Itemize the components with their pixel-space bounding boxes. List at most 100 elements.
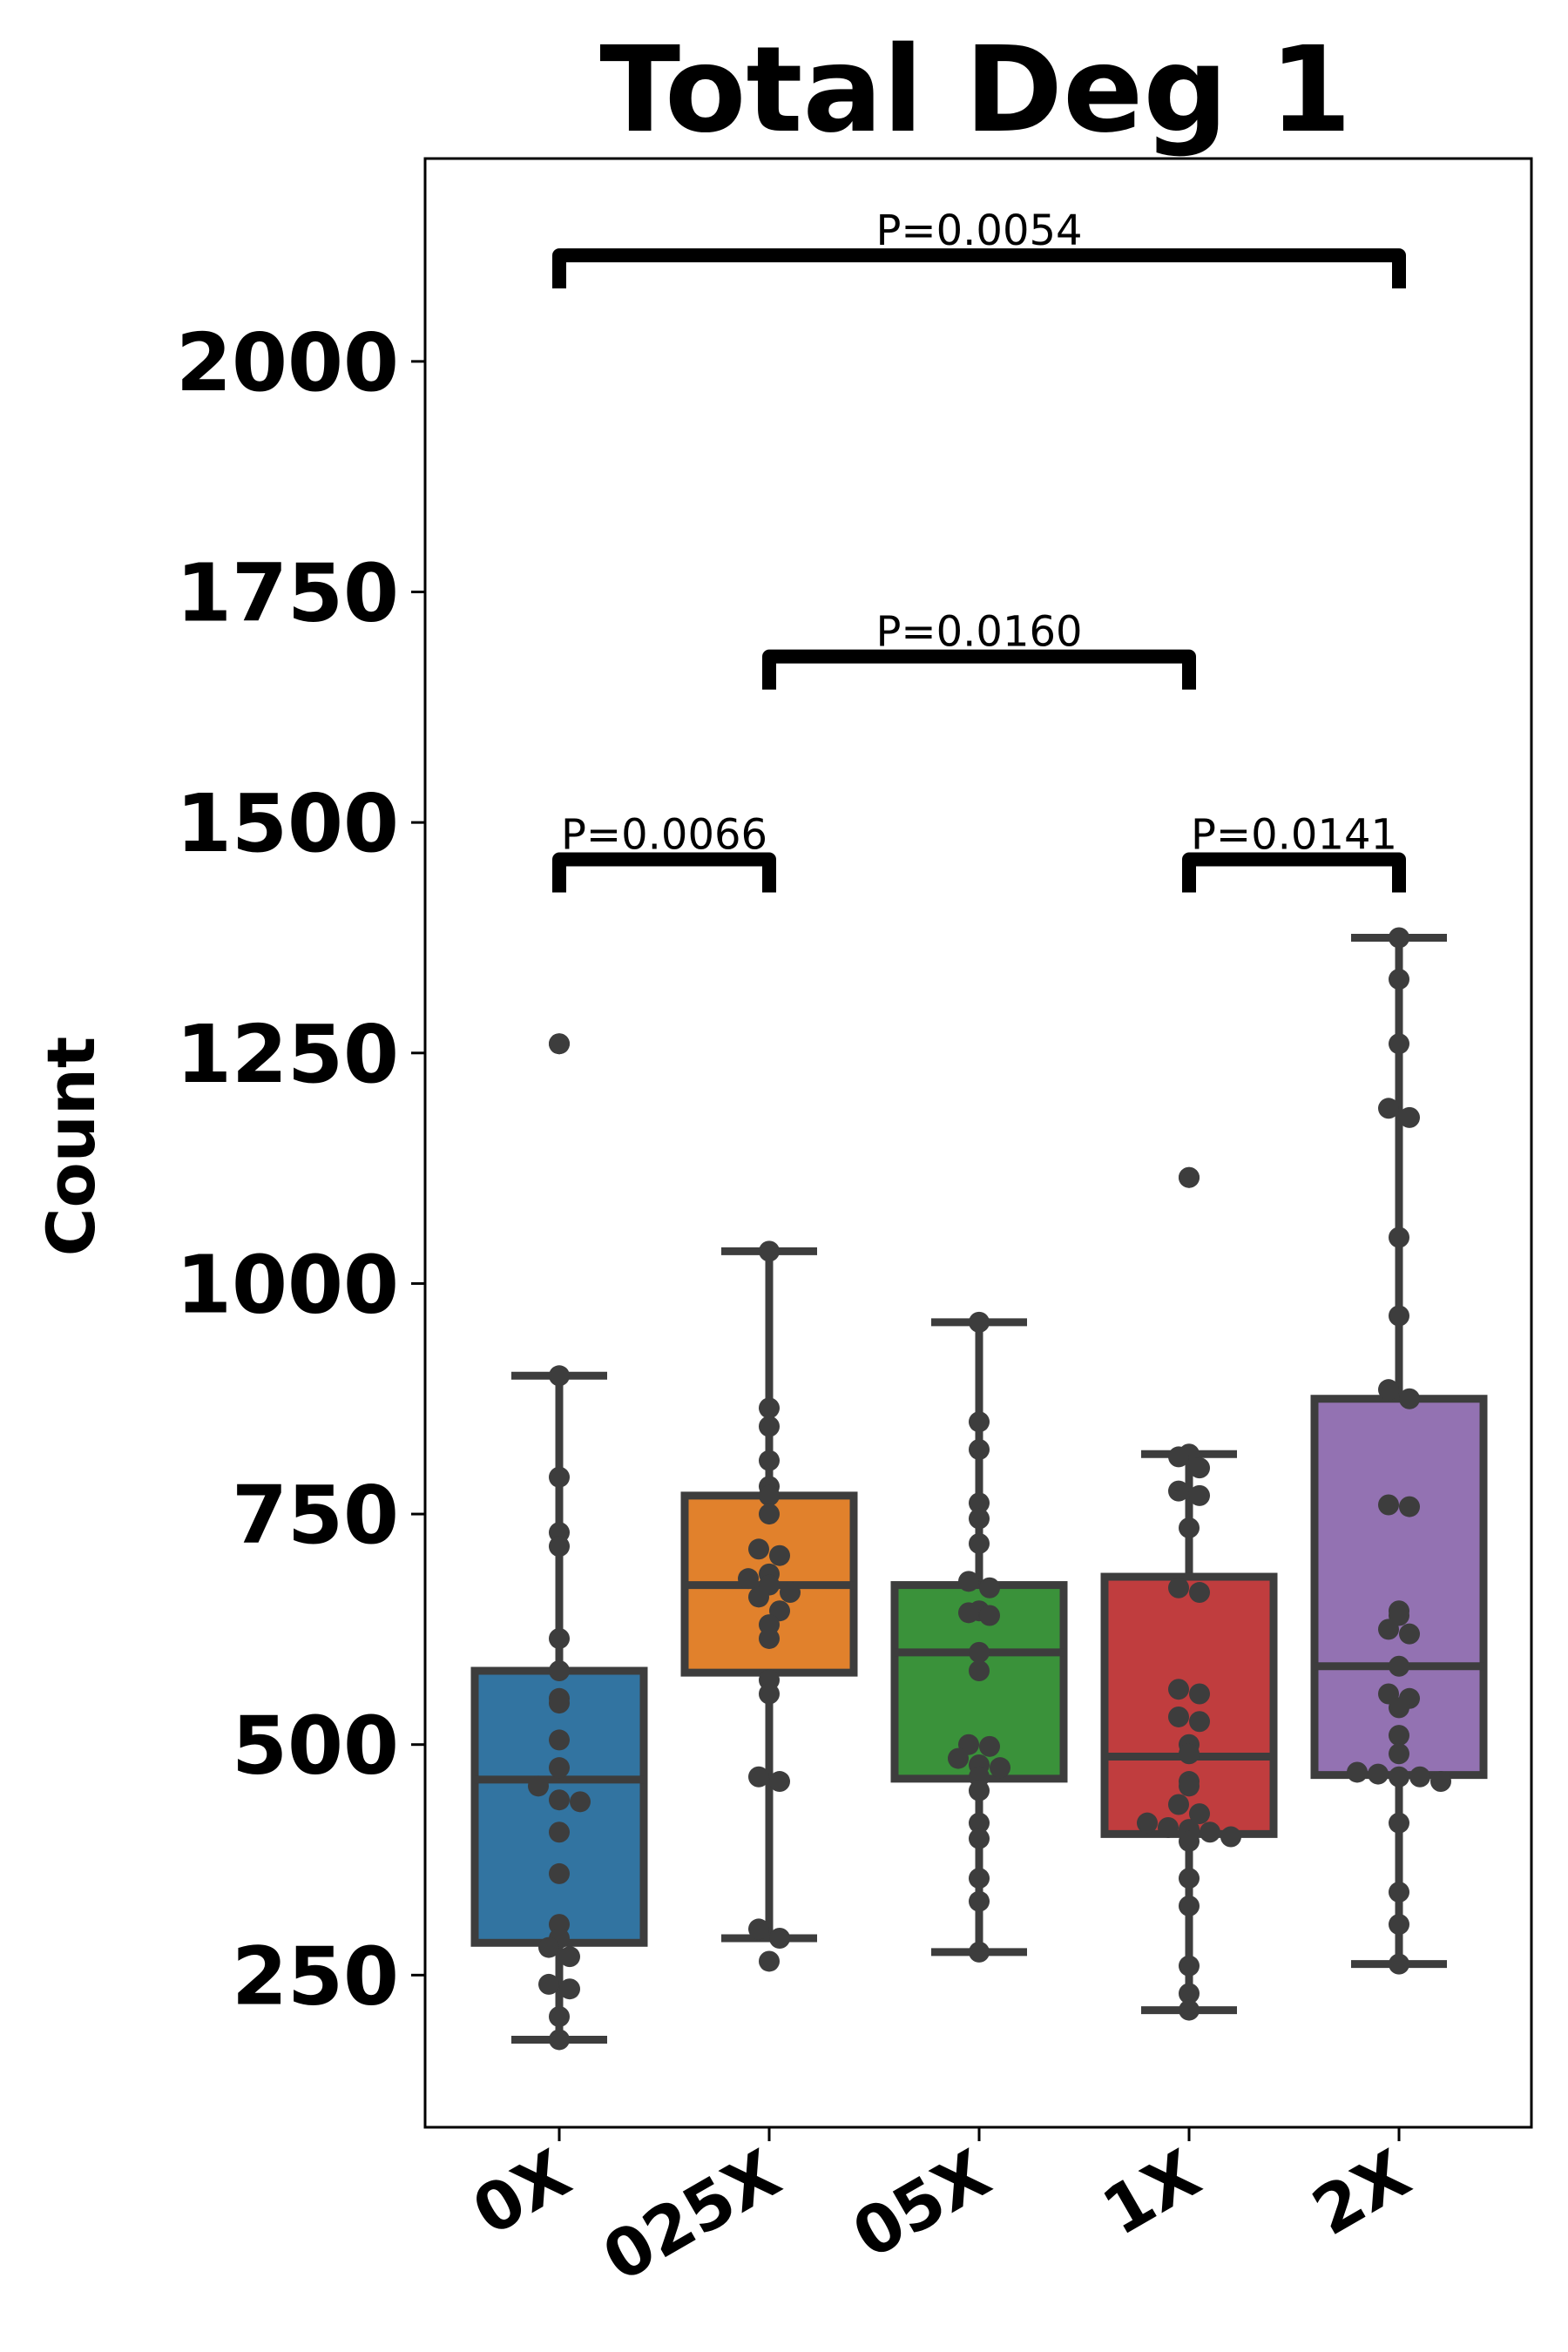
data-point (759, 1683, 780, 1705)
data-point (759, 1504, 780, 1525)
x-tick-label: 2X (1300, 2135, 1423, 2251)
significance-bracket (552, 248, 1406, 289)
data-point (759, 1397, 780, 1419)
data-point (1189, 1683, 1210, 1705)
data-point (1399, 1388, 1420, 1409)
data-point (969, 1641, 990, 1663)
data-point (1168, 1446, 1189, 1468)
data-point (549, 2005, 570, 2027)
data-point (559, 1978, 580, 2000)
data-point (1389, 1033, 1409, 1055)
p-value-label: P=0.0141 (1191, 810, 1397, 859)
data-point (1179, 1868, 1200, 1889)
p-value-label: P=0.0054 (875, 206, 1082, 255)
data-point (1189, 1484, 1210, 1506)
data-point (549, 1536, 570, 1558)
data-point (969, 1411, 990, 1433)
data-point (1137, 1812, 1158, 1834)
data-point (1179, 1517, 1200, 1538)
data-point (549, 1033, 570, 1055)
data-point (1389, 1305, 1409, 1327)
y-tick-label: 1250 (176, 1008, 399, 1101)
data-point (1189, 1582, 1210, 1604)
data-point (1200, 1821, 1220, 1843)
data-point (759, 1240, 780, 1262)
data-point (1179, 1830, 1200, 1852)
data-point (969, 1311, 990, 1333)
data-point (549, 1693, 570, 1714)
data-point (990, 1757, 1010, 1779)
data-point (969, 1508, 990, 1530)
y-tick-label: 1000 (176, 1238, 399, 1331)
data-point (538, 1936, 559, 1958)
significance-bracket (762, 649, 1196, 690)
data-point (969, 1941, 990, 1963)
data-point (1409, 1766, 1430, 1788)
data-point (748, 1538, 769, 1560)
data-point (759, 1416, 780, 1437)
data-point (549, 1466, 570, 1488)
data-point (549, 1821, 570, 1843)
data-point (979, 1577, 1000, 1598)
data-point (1399, 1496, 1420, 1517)
data-point (549, 1789, 570, 1811)
data-point (969, 1890, 990, 1912)
data-point (1389, 1882, 1409, 1903)
data-point (1168, 1679, 1189, 1700)
data-point (1168, 1706, 1189, 1727)
data-point (1179, 1895, 1200, 1916)
y-tick-label: 2000 (176, 316, 399, 409)
data-point (1389, 1812, 1409, 1834)
x-tick-label: 0X (460, 2135, 583, 2251)
data-point (1378, 1619, 1399, 1640)
data-point (759, 1484, 780, 1506)
data-point (738, 1568, 759, 1590)
data-point (1158, 1816, 1179, 1838)
data-point (1389, 1953, 1409, 1975)
data-point (1378, 1494, 1399, 1516)
data-point (1168, 1577, 1189, 1598)
data-point (769, 1544, 790, 1566)
data-point (759, 1950, 780, 1972)
data-point (969, 1868, 990, 1889)
data-point (1378, 1098, 1399, 1119)
point-layer (528, 927, 1451, 2051)
data-point (528, 1775, 549, 1797)
data-point (748, 1586, 769, 1608)
data-point (1389, 1655, 1409, 1677)
data-point (1389, 1766, 1409, 1788)
data-point (549, 1365, 570, 1387)
data-point (1389, 1227, 1409, 1248)
data-point (549, 1660, 570, 1682)
y-tick-label: 250 (232, 1930, 399, 2023)
significance-bracket (552, 852, 776, 893)
data-point (948, 1747, 969, 1769)
data-point (969, 1828, 990, 1849)
data-point (1189, 1457, 1210, 1479)
data-point (759, 1627, 780, 1649)
data-point (549, 1729, 570, 1751)
significance-brackets: P=0.0066 P=0.0141 P=0.0160 P=0.0054 (552, 206, 1406, 893)
x-axis: 0X 025X 05X 1X 2X (460, 2127, 1423, 2296)
data-point (769, 1771, 790, 1793)
data-point (958, 1602, 979, 1624)
data-point (748, 1766, 769, 1788)
data-point (1189, 1803, 1210, 1825)
data-point (549, 1757, 570, 1779)
data-point (1179, 1743, 1200, 1765)
y-tick-label: 500 (232, 1700, 399, 1793)
data-point (979, 1735, 1000, 1757)
data-point (958, 1571, 979, 1592)
data-point (1399, 1106, 1420, 1128)
data-point (1179, 1775, 1200, 1797)
data-point (1220, 1826, 1241, 1848)
chart-title: Total Deg 1 (599, 22, 1351, 159)
p-value-label: P=0.0160 (875, 608, 1082, 657)
data-point (969, 1660, 990, 1682)
data-point (769, 1927, 790, 1949)
data-point (549, 1627, 570, 1649)
p-value-label: P=0.0066 (561, 810, 767, 859)
data-point (1168, 1794, 1189, 1815)
data-point (1189, 1711, 1210, 1733)
